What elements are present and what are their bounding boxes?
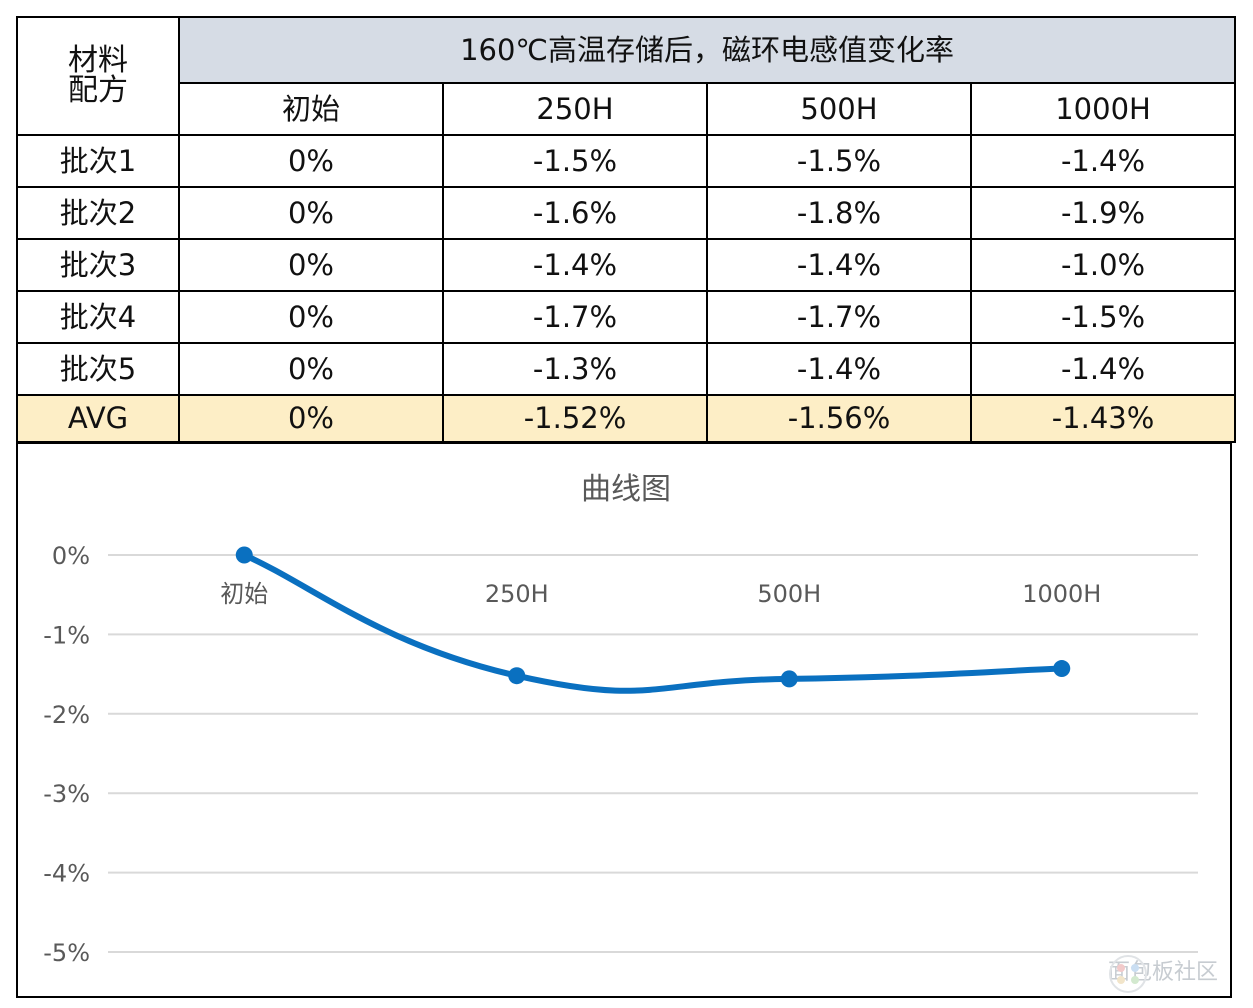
x-tick-label: 250H <box>485 580 549 608</box>
table-row: 批次5 0% -1.3% -1.4% -1.4% <box>16 342 1237 396</box>
table-row: 批次3 0% -1.4% -1.4% -1.0% <box>16 238 1237 292</box>
table-cell: -1.7% <box>706 290 972 344</box>
watermark-text: 面包板社区 <box>1107 960 1218 985</box>
x-tick-label: 500H <box>757 580 821 608</box>
x-tick-label: 1000H <box>1022 580 1101 608</box>
y-tick-label: -4% <box>43 860 90 888</box>
y-tick-label: -2% <box>43 701 90 729</box>
table-cell: -1.7% <box>442 290 708 344</box>
column-header: 250H <box>442 82 708 136</box>
table-cell: -1.4% <box>706 238 972 292</box>
watermark: 面包板社区 <box>1107 954 1218 993</box>
table-cell: 0% <box>178 290 444 344</box>
row-label: 批次2 <box>16 186 180 240</box>
table-cell: -1.3% <box>442 342 708 396</box>
table-cell: -1.5% <box>969 290 1237 344</box>
table-cell: -1.4% <box>969 134 1237 188</box>
table-cell: -1.4% <box>969 342 1237 396</box>
table-cell: 0% <box>178 186 444 240</box>
avg-cell: -1.56% <box>706 394 972 443</box>
row-label: 批次1 <box>16 134 180 188</box>
data-point <box>780 670 798 688</box>
chart-title: 曲线图 <box>581 472 671 507</box>
table-cell: 0% <box>178 134 444 188</box>
table-cell: -1.5% <box>442 134 708 188</box>
row-label: 批次3 <box>16 238 180 292</box>
column-header: 500H <box>706 82 972 136</box>
table-cell: -1.6% <box>442 186 708 240</box>
table-cell: -1.8% <box>706 186 972 240</box>
y-tick-label: -5% <box>43 939 90 967</box>
y-tick-label: -1% <box>43 621 90 649</box>
row-label: 批次5 <box>16 342 180 396</box>
watermark-logo-icon <box>1108 955 1147 993</box>
table-cell: 0% <box>178 342 444 396</box>
column-header: 1000H <box>969 82 1237 136</box>
data-point <box>1053 660 1071 678</box>
table-cell: -1.9% <box>969 186 1237 240</box>
table-cell: -1.5% <box>706 134 972 188</box>
column-header: 初始 <box>178 82 444 136</box>
table-cell: 0% <box>178 238 444 292</box>
table-row: 批次4 0% -1.7% -1.7% -1.5% <box>16 290 1237 344</box>
table-title: 160℃高温存储后，磁环电感值变化率 <box>177 16 1237 84</box>
y-tick-label: 0% <box>52 542 90 570</box>
avg-label: AVG <box>16 394 180 443</box>
table-cell: -1.4% <box>442 238 708 292</box>
avg-cell: -1.52% <box>442 394 708 443</box>
row-label: 批次4 <box>16 290 180 344</box>
corner-header: 材料 配方 <box>16 16 180 136</box>
avg-cell: -1.43% <box>969 394 1237 443</box>
table-row: 批次2 0% -1.6% -1.8% -1.9% <box>16 186 1237 240</box>
avg-cell: 0% <box>178 394 444 443</box>
data-point <box>508 667 526 685</box>
table-cell: -1.4% <box>706 342 972 396</box>
table-row: 批次1 0% -1.5% -1.5% -1.4% <box>16 134 1237 188</box>
x-tick-label: 初始 <box>220 580 268 608</box>
table-cell: -1.0% <box>969 238 1237 292</box>
series-line <box>241 552 1065 694</box>
avg-row: AVG 0% -1.52% -1.56% -1.43% <box>16 394 1237 443</box>
data-table: 材料 配方 160℃高温存储后，磁环电感值变化率 初始 250H 500H 1000H 批次1… <box>16 16 1237 443</box>
y-tick-label: -3% <box>43 780 90 808</box>
data-point <box>235 546 253 564</box>
chart-container: 曲线图 0% -1% -2% -3% -4% -5% 初始 250H 500H 1000H 面包板社… <box>16 441 1232 998</box>
line-chart: 曲线图 0% -1% -2% -3% -4% -5% 初始 250H 500H 1000H <box>43 472 1198 967</box>
